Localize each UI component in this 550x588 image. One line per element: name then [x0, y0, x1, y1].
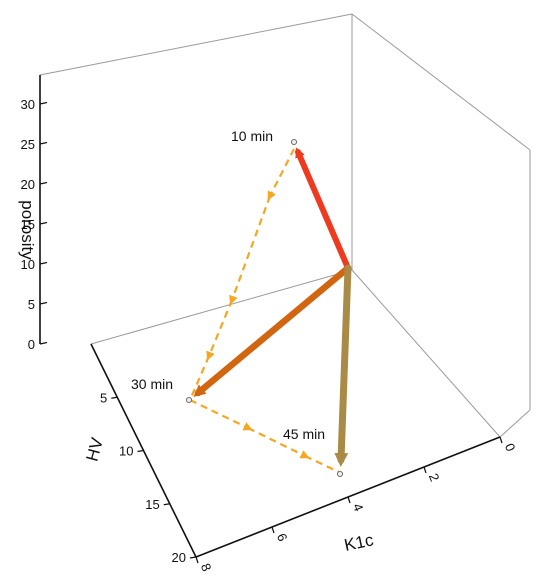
porosity-tick: [39, 221, 48, 225]
hv-axis-title: HV: [82, 435, 107, 463]
vectors: [193, 147, 352, 467]
porosity-tick-label: 5: [28, 297, 35, 312]
porosity-tick: [39, 341, 48, 345]
k1c-tick-label: 0: [502, 441, 519, 453]
porosity-tick: [39, 301, 48, 305]
porosity-axis-title: porosity: [18, 200, 37, 260]
porosity-tick-label: 25: [21, 137, 35, 152]
hv-tick-label: 15: [145, 497, 159, 512]
k1c-tick: [499, 436, 503, 444]
k1c-axis-title: K1c: [343, 530, 376, 555]
point-markers: [185, 138, 343, 477]
bounding-box: [39, 13, 531, 438]
k1c-tick-label: 8: [198, 561, 215, 573]
label-45-min: 45 min: [283, 426, 325, 442]
tick-labels: 0 5 10 15 20 25 30 5 10 15 20 0 2 4 6 8: [21, 97, 519, 573]
dash-segment-7: [304, 455, 340, 473]
vector-30-min: [193, 264, 352, 397]
porosity-tick-label: 10: [21, 257, 35, 272]
porosity-tick: [39, 141, 48, 145]
hv-tick: [111, 396, 118, 399]
porosity-tick-label: 15: [21, 217, 35, 232]
k1c-tick: [423, 466, 427, 474]
hv-tick-label: 20: [172, 550, 186, 565]
dash-segment-5: [189, 399, 253, 431]
hv-tick: [189, 556, 197, 559]
point-30-min: [185, 396, 192, 403]
k1c-tick-label: 6: [274, 531, 291, 543]
hv-tick: [137, 449, 144, 453]
porosity-tick: [39, 261, 48, 265]
dash-segment-1: [267, 148, 295, 201]
porosity-tick-label: 20: [21, 177, 35, 192]
point-10-min: [290, 138, 297, 145]
tick-marks: [39, 101, 503, 564]
hv-tick-label: 5: [100, 390, 107, 405]
hv-tick-label: 10: [119, 444, 133, 459]
k1c-tick: [271, 526, 275, 534]
porosity-tick: [39, 181, 48, 185]
label-10-min: 10 min: [231, 128, 273, 144]
vector-10-min: [295, 147, 351, 271]
hv-tick: [163, 503, 170, 506]
porosity-tick-label: 30: [21, 97, 35, 112]
label-30-min: 30 min: [131, 376, 173, 392]
k1c-tick-label: 2: [426, 471, 443, 483]
axis-lines: [39, 75, 501, 558]
dashed-transition-path: [188, 148, 340, 473]
vector-45-min: [334, 264, 352, 467]
dash-segment-4: [188, 355, 211, 401]
dash-segment-2: [229, 195, 272, 305]
k1c-tick: [195, 556, 199, 564]
point-45-min: [336, 470, 343, 477]
k1c-tick: [347, 496, 351, 504]
porosity-tick-label: 0: [28, 337, 35, 352]
k1c-tick-label: 4: [350, 501, 367, 513]
porosity-tick: [39, 101, 48, 105]
dash-segment-3: [206, 299, 234, 361]
dash-segment-6: [247, 427, 310, 459]
